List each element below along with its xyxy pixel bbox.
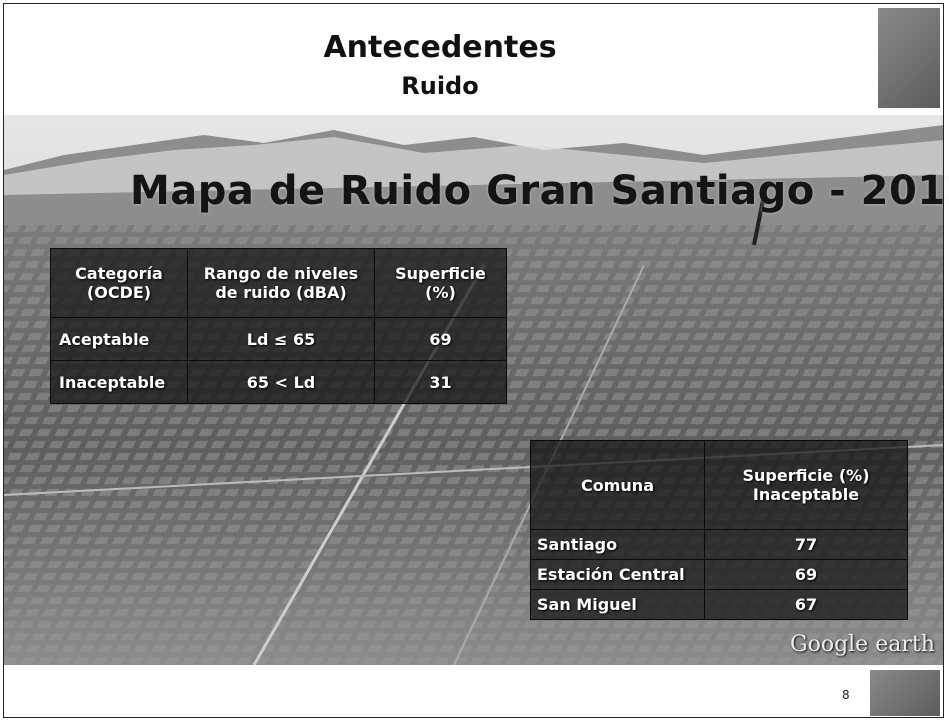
cell: Santiago [531,530,705,560]
page-number: 8 [842,688,850,702]
map-title: Mapa de Ruido Gran Santiago - 2011 [130,168,949,214]
cell: Aceptable [51,318,188,361]
cell: 69 [705,560,908,590]
comuna-table: Comuna Superficie (%) Inaceptable Santia… [530,440,908,620]
cell: 65 < Ld [188,361,375,404]
cell: 67 [705,590,908,620]
column-header: Superficie (%) Inaceptable [705,441,908,530]
cell: San Miguel [531,590,705,620]
column-header: Comuna [531,441,705,530]
cell: Estación Central [531,560,705,590]
slide: Antecedentes Ruido Mapa de Ruido Gran Sa… [0,0,949,723]
cell: Ld ≤ 65 [188,318,375,361]
column-header: Rango de niveles de ruido (dBA) [188,249,375,318]
column-header: Superficie (%) [375,249,507,318]
slide-subtitle: Ruido [0,72,880,100]
slide-title: Antecedentes [0,30,880,65]
noise-category-table: Categoría (OCDE) Rango de niveles de rui… [50,248,507,404]
watermark: Google earth [790,632,935,657]
cell: 69 [375,318,507,361]
cell: Inaceptable [51,361,188,404]
corner-block [878,8,940,108]
cell: 77 [705,530,908,560]
cell: 31 [375,361,507,404]
column-header: Categoría (OCDE) [51,249,188,318]
corner-block [870,670,940,716]
